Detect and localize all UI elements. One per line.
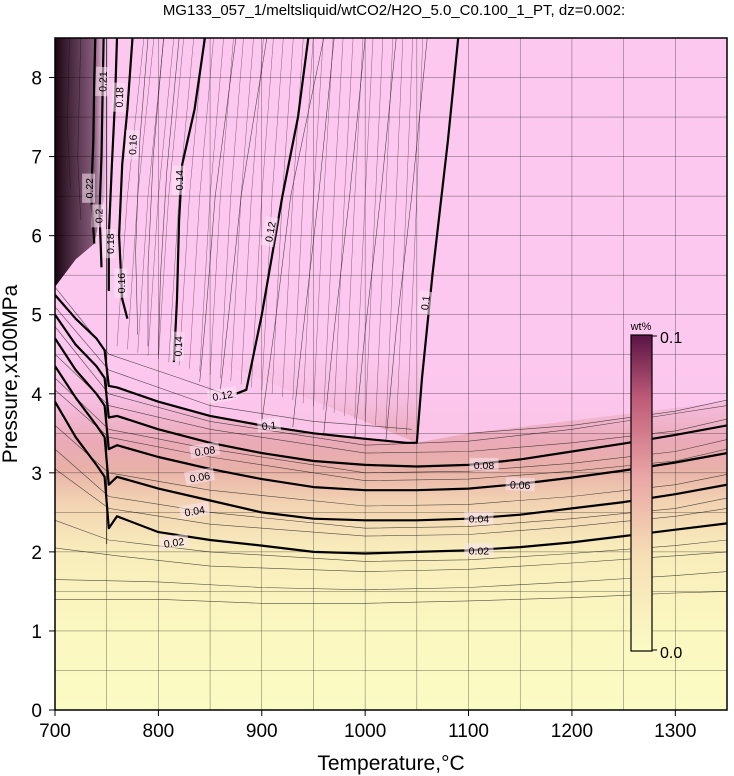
contour-label-text: 0.21 — [97, 71, 110, 92]
contour-label: 0.02 — [464, 543, 494, 557]
contour-label: 0.12 — [206, 385, 238, 404]
x-tick-label: 800 — [143, 721, 175, 742]
contour-label: 0.12 — [260, 216, 279, 248]
contour-label: 0.14 — [170, 331, 186, 362]
colorbar-label: wt% — [630, 321, 652, 333]
x-tick-label: 1300 — [654, 721, 696, 742]
contour-label-text: 0.08 — [474, 460, 495, 472]
contour-label: 0.16 — [124, 129, 140, 160]
contour-label: 0.04 — [464, 511, 494, 526]
contour-label-text: 0.12 — [212, 389, 234, 404]
contour-label-text: 0.18 — [105, 233, 117, 254]
contour-0.04 — [55, 365, 727, 522]
y-tick-label: 5 — [31, 306, 42, 327]
plot-frame — [54, 37, 728, 711]
minor-contour — [55, 286, 236, 398]
contour-label: 0.16 — [114, 268, 128, 298]
contour-label-text: 0.02 — [469, 545, 490, 557]
contour-label: 0.18 — [111, 82, 127, 113]
colorbar: wt% 0.1 0.0 — [630, 321, 683, 662]
y-tick-label: 1 — [31, 622, 42, 643]
contour-label-text: 0.1 — [261, 420, 277, 433]
contour-label: 0.2 — [91, 204, 105, 228]
contour-label-text: 0.16 — [127, 134, 140, 155]
x-tick-label: 1200 — [551, 721, 593, 742]
contour-label: 0.04 — [179, 501, 211, 519]
contour-label-text: 0.06 — [189, 470, 211, 485]
contour-label: 0.1 — [416, 290, 433, 315]
x-tick-label: 700 — [39, 721, 71, 742]
colorbar-max-label: 0.1 — [660, 330, 682, 347]
contour-label: 0.22 — [82, 173, 96, 203]
y-axis-label: Pressure,x100MPa — [0, 284, 22, 463]
x-axis-ticks: 700 800 900 1000 1100 1200 1300 — [39, 710, 696, 742]
minor-contour — [67, 38, 71, 189]
pink-region — [55, 38, 727, 443]
contour-0.08 — [55, 314, 727, 468]
y-tick-label: 4 — [31, 385, 42, 406]
contour-label: 0.21 — [95, 66, 110, 97]
contour-label: 0.08 — [469, 457, 499, 472]
contour-0.06 — [55, 337, 727, 492]
contour-label: 0.06 — [184, 467, 216, 485]
x-tick-label: 900 — [246, 721, 278, 742]
colorbar-scale — [630, 334, 653, 652]
x-axis-label: Temperature,°C — [317, 752, 464, 775]
contour-label: 0.02 — [158, 533, 190, 551]
y-axis-ticks: 0 1 2 3 4 5 6 7 8 — [31, 69, 55, 722]
y-tick-label: 8 — [31, 69, 42, 90]
contour-label-text: 0.08 — [194, 444, 216, 459]
contour-label: 0.08 — [189, 441, 221, 459]
contour-label-text: 0.2 — [93, 208, 105, 223]
contour-label-text: 0.04 — [184, 504, 206, 519]
contour-label-text: 0.02 — [163, 536, 185, 551]
contour-labels: 0.02 0.02 0.04 0.04 0.06 0.06 0.08 0.08 0.1 0.1 0.… — [82, 66, 536, 557]
y-tick-label: 3 — [31, 464, 42, 485]
contour-0.16 — [118, 38, 134, 319]
contour-label-text: 0.16 — [116, 273, 128, 294]
colorbar-min-label: 0.0 — [660, 645, 682, 662]
contour-label-text: 0.22 — [84, 178, 96, 199]
contour-label: 0.18 — [102, 229, 117, 259]
y-tick-label: 6 — [31, 227, 42, 248]
contour-label-text: 0.14 — [174, 170, 186, 191]
y-tick-label: 0 — [31, 701, 42, 722]
contour-label-text: 0.1 — [419, 295, 433, 311]
contour-label: 0.06 — [505, 477, 536, 492]
plot-area: 0.02 0.02 0.04 0.04 0.06 0.06 0.08 0.08 0.1 0.1 0.… — [55, 38, 727, 710]
y-tick-label: 7 — [31, 148, 42, 169]
chart-title: MG133_057_1/meltsliquid/wtCO2/H2O_5.0_C0… — [163, 2, 625, 19]
contour-0.02 — [55, 401, 727, 555]
contour-label-text: 0.14 — [173, 336, 186, 357]
contour-label-text: 0.06 — [510, 479, 531, 492]
high-value-region — [55, 38, 727, 443]
y-tick-label: 2 — [31, 543, 42, 564]
contour-label-text: 0.18 — [114, 87, 127, 108]
contour-label: 0.14 — [172, 165, 186, 195]
contour-label: 0.1 — [256, 417, 282, 433]
contour-label-text: 0.12 — [263, 221, 278, 243]
x-tick-label: 1000 — [344, 721, 386, 742]
major-contours — [55, 38, 727, 555]
contour-label-text: 0.04 — [469, 514, 490, 526]
x-tick-label: 1100 — [448, 721, 489, 742]
contour-0.12 — [235, 38, 310, 395]
